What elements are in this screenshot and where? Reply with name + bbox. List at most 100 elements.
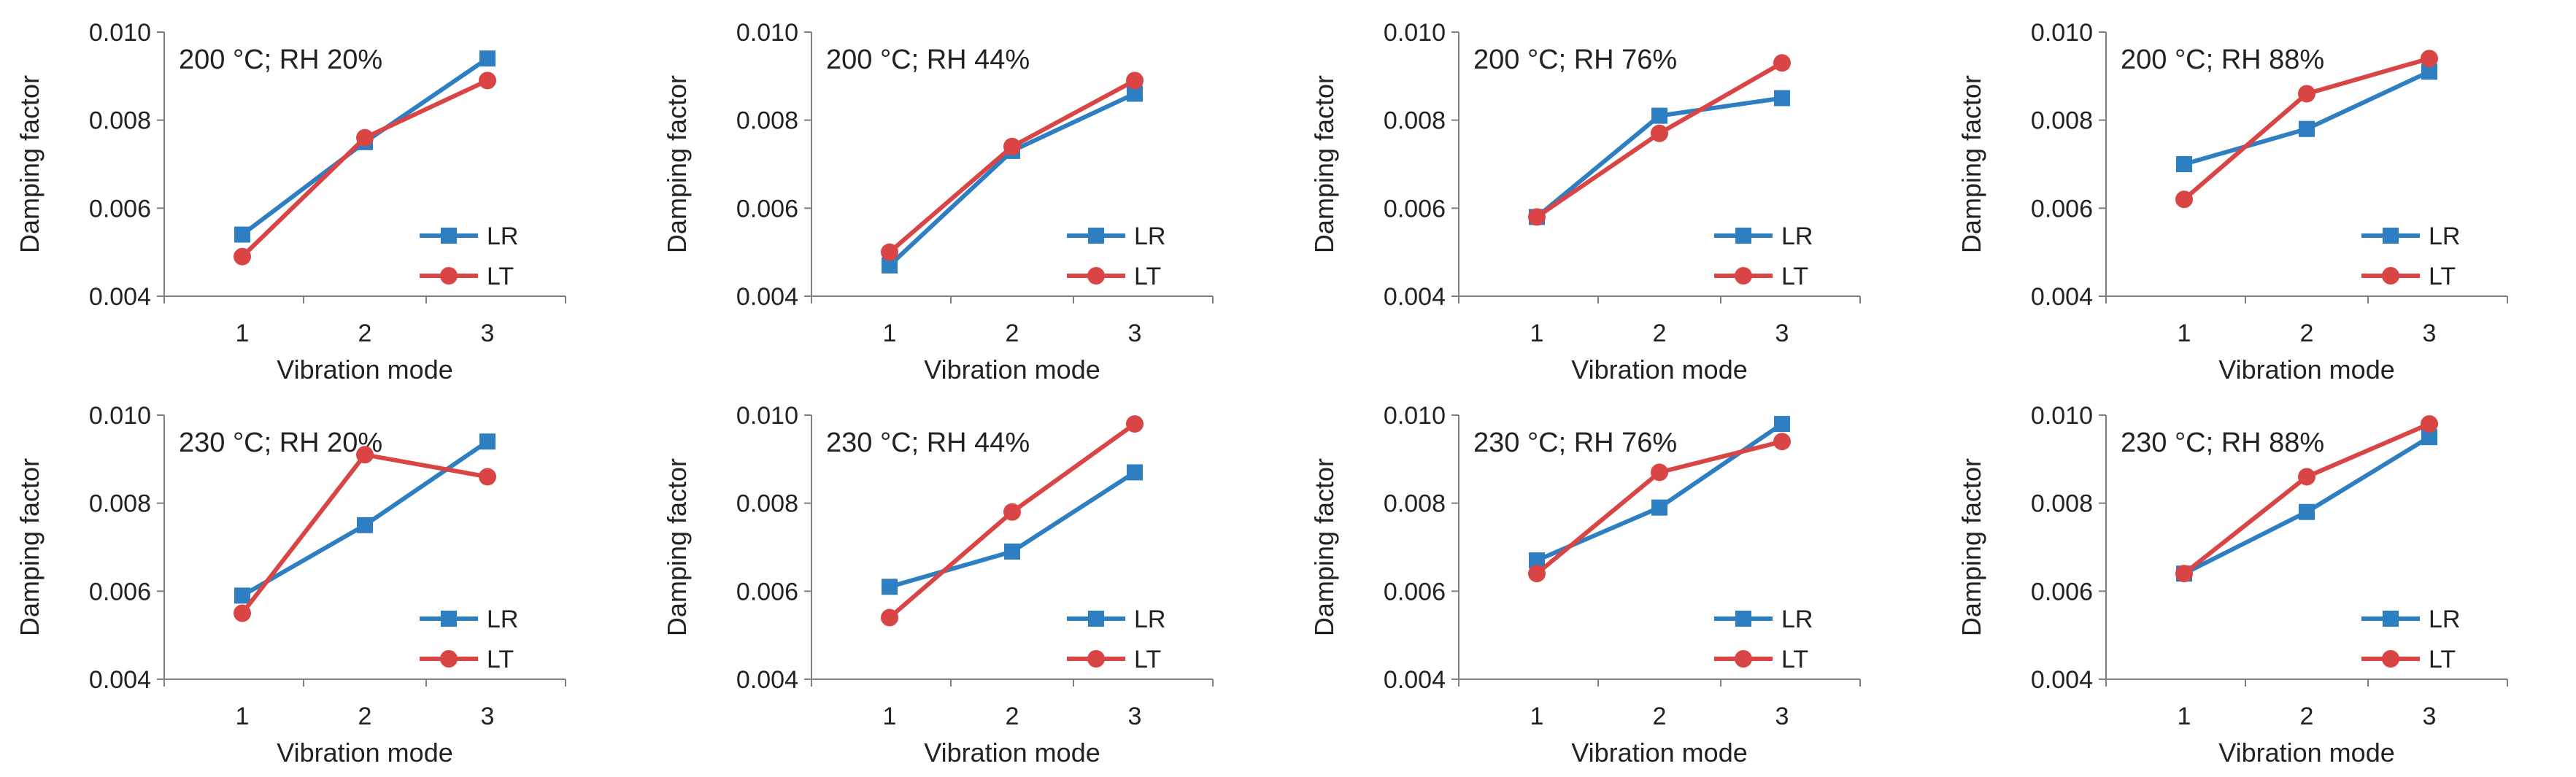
legend-marker-lr xyxy=(1088,228,1104,244)
legend-marker-lt xyxy=(1087,267,1105,285)
legend-marker-lr xyxy=(441,228,457,244)
x-tick-label: 3 xyxy=(481,703,495,730)
y-tick-label: 0.006 xyxy=(736,578,798,606)
y-axis-title: Damping factor xyxy=(1956,75,1986,253)
x-axis-title: Vibration mode xyxy=(2218,738,2395,768)
series-line-lr xyxy=(889,470,1136,589)
data-point-lt xyxy=(1126,71,1144,90)
legend-marker-lt xyxy=(440,650,458,668)
x-tick-label: 2 xyxy=(1653,320,1667,347)
chart-panel-7: 0.004 0.006 0.008 0.010 1 2 3 Vibration mode Dam… xyxy=(1309,402,1861,768)
legend-marker-lt xyxy=(440,267,458,285)
data-point-lt xyxy=(1773,433,1791,451)
y-axis-title: Damping factor xyxy=(1309,458,1339,636)
x-tick-label: 2 xyxy=(358,703,372,730)
y-tick-label: 0.008 xyxy=(89,107,151,135)
series-line-lt xyxy=(888,78,1136,254)
legend-label: LT xyxy=(1134,263,1161,290)
x-tick-label: 3 xyxy=(2423,320,2437,347)
panel-label: 230 °C; RH 44% xyxy=(826,428,1030,458)
legend-marker-lr xyxy=(1088,611,1104,627)
chart-panel-8: 0.004 0.006 0.008 0.010 1 2 3 Vibration mode Dam… xyxy=(1956,402,2508,768)
data-point-lr xyxy=(2421,63,2437,80)
data-point-lt xyxy=(1003,503,1021,521)
data-point-lt xyxy=(1126,415,1144,433)
data-point-lt xyxy=(234,604,251,622)
y-tick-label: 0.006 xyxy=(736,195,798,223)
chart-panel-5: 0.004 0.006 0.008 0.010 1 2 3 Vibration mode Dam… xyxy=(15,402,566,768)
y-tick-label: 0.006 xyxy=(89,195,151,223)
y-tick-label: 0.010 xyxy=(89,19,151,47)
legend-label: LR xyxy=(487,606,518,633)
x-tick-label: 2 xyxy=(1006,320,1019,347)
y-tick-label: 0.008 xyxy=(1384,107,1446,135)
legend-label: LR xyxy=(1781,223,1813,250)
data-point-lt xyxy=(356,446,374,464)
x-tick-label: 3 xyxy=(1128,320,1142,347)
x-tick-label: 1 xyxy=(2178,320,2191,347)
y-axis-title: Damping factor xyxy=(662,75,692,253)
legend-marker-lt xyxy=(1087,650,1105,668)
data-point-lr xyxy=(357,517,373,533)
y-tick-label: 0.010 xyxy=(736,402,798,430)
data-point-lt xyxy=(1528,565,1546,583)
x-tick-label: 1 xyxy=(1530,703,1544,730)
chart-panel-1: 0.004 0.006 0.008 0.010 1 2 3 Vibration mode Dam… xyxy=(15,19,566,384)
y-tick-label: 0.004 xyxy=(736,666,798,694)
x-tick-label: 3 xyxy=(1128,703,1142,730)
panel-label: 230 °C; RH 76% xyxy=(1473,428,1677,458)
chart-panel-2: 0.004 0.006 0.008 0.010 1 2 3 Vibration mode Dam… xyxy=(662,19,1214,384)
chart-panel-4: 0.004 0.006 0.008 0.010 1 2 3 Vibration mode Dam… xyxy=(1956,19,2508,384)
data-point-lr xyxy=(1774,90,1790,107)
x-tick-label: 2 xyxy=(1653,703,1667,730)
y-tick-label: 0.006 xyxy=(1384,195,1446,223)
x-tick-label: 2 xyxy=(358,320,372,347)
data-point-lt xyxy=(2175,190,2193,209)
data-point-lr xyxy=(2421,429,2437,446)
panel-label: 230 °C; RH 88% xyxy=(2121,428,2324,458)
legend-marker-lr xyxy=(2383,611,2399,627)
y-axis-title: Damping factor xyxy=(662,458,692,636)
legend-label: LT xyxy=(1781,263,1808,290)
data-point-lt xyxy=(2175,565,2193,583)
panel-label: 200 °C; RH 76% xyxy=(1473,45,1677,75)
data-point-lr xyxy=(2176,156,2192,172)
legend-marker-lt xyxy=(2382,650,2399,668)
panel-label: 200 °C; RH 88% xyxy=(2121,45,2324,75)
y-tick-label: 0.010 xyxy=(736,19,798,47)
legend-label: LT xyxy=(2429,646,2456,673)
x-axis-title: Vibration mode xyxy=(1571,738,1748,768)
y-tick-label: 0.006 xyxy=(1384,578,1446,606)
legend-label: LT xyxy=(2429,263,2456,290)
y-tick-label: 0.004 xyxy=(736,283,798,311)
data-point-lr xyxy=(1127,85,1143,102)
data-point-lr xyxy=(1127,464,1143,481)
legend-label: LR xyxy=(2429,223,2460,250)
data-point-lt xyxy=(479,71,496,90)
y-tick-label: 0.008 xyxy=(2031,490,2093,518)
legend-marker-lr xyxy=(441,611,457,627)
y-tick-label: 0.006 xyxy=(2031,578,2093,606)
y-tick-label: 0.004 xyxy=(2031,666,2093,694)
x-tick-label: 2 xyxy=(2300,703,2314,730)
data-point-lt xyxy=(2298,468,2315,486)
data-point-lt xyxy=(1773,54,1791,72)
x-tick-label: 2 xyxy=(2300,320,2314,347)
legend-label: LT xyxy=(487,646,514,673)
x-tick-label: 3 xyxy=(1775,703,1789,730)
legend-label: LR xyxy=(1134,223,1165,250)
x-tick-label: 1 xyxy=(236,703,250,730)
data-point-lt xyxy=(2421,50,2438,68)
x-tick-label: 3 xyxy=(2423,703,2437,730)
x-tick-label: 1 xyxy=(883,703,897,730)
legend-label: LT xyxy=(1781,646,1808,673)
legend-label: LR xyxy=(2429,606,2460,633)
data-point-lr xyxy=(479,433,495,450)
panel-label: 200 °C; RH 44% xyxy=(826,45,1030,75)
y-axis-title: Damping factor xyxy=(15,458,45,636)
data-point-lt xyxy=(881,243,898,261)
legend-label: LR xyxy=(487,223,518,250)
data-point-lt xyxy=(1651,124,1668,142)
chart-panel-6: 0.004 0.006 0.008 0.010 1 2 3 Vibration mode Dam… xyxy=(662,402,1214,768)
